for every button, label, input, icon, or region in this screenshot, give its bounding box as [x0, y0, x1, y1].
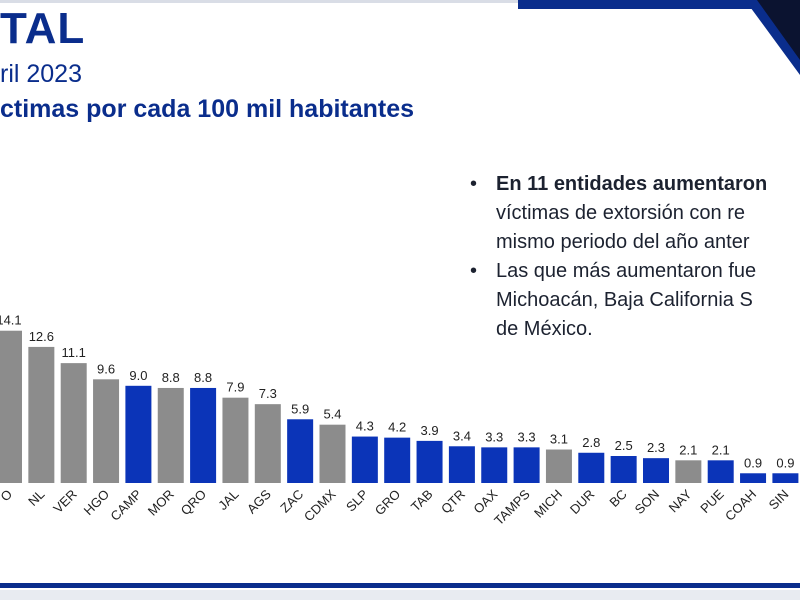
category-label: SON [632, 487, 663, 518]
value-label: 4.2 [388, 420, 406, 435]
category-label: NAY [666, 486, 695, 515]
value-label: 5.9 [291, 401, 309, 416]
bullet-icon: • [470, 173, 478, 195]
bar-nay [675, 460, 702, 483]
value-label: 5.4 [323, 407, 341, 422]
bar-zac [287, 419, 314, 483]
bar-jal [222, 397, 249, 483]
bar-coah [740, 473, 767, 483]
bar-gro [384, 437, 411, 483]
value-label: 9.0 [129, 368, 147, 383]
notes-list: • En 11 entidades aumentaron víctimas de… [470, 170, 800, 344]
chart-title: ctimas por cada 100 mil habitantes [0, 95, 415, 123]
value-label: 14.1 [0, 313, 22, 328]
value-label: 3.3 [518, 429, 536, 444]
category-label: CDMX [301, 486, 339, 524]
value-label: 0.9 [776, 455, 794, 470]
note-item: • En 11 entidades aumentaron víctimas de… [470, 170, 800, 257]
bar-slp [351, 436, 378, 483]
bar-nl [28, 346, 55, 483]
category-label: ZAC [277, 487, 306, 516]
bar-tamps [513, 447, 540, 483]
value-label: 8.8 [194, 370, 212, 385]
value-label: 2.8 [582, 435, 600, 450]
bar-son [643, 458, 669, 483]
bar-tab [416, 440, 443, 483]
bar-o [0, 330, 22, 483]
note-line: Michoacán, Baja California S [496, 289, 753, 311]
value-label: 4.3 [356, 419, 374, 434]
value-label: 2.1 [712, 442, 730, 457]
bar-hgo [93, 379, 120, 483]
value-label: 7.3 [259, 386, 277, 401]
bar-oax [481, 447, 508, 483]
category-label: NL [25, 487, 47, 509]
value-label: 12.6 [29, 329, 54, 344]
category-label: COAH [722, 487, 759, 524]
category-label: BC [606, 487, 629, 510]
bar-bc [610, 456, 637, 483]
category-label: JAL [215, 487, 241, 513]
note-line: víctimas de extorsión con re [496, 202, 745, 224]
corner-decoration [745, 0, 800, 75]
value-label: 9.6 [97, 361, 115, 376]
value-label: 3.9 [421, 423, 439, 438]
category-label: O [0, 487, 15, 505]
note-line: mismo periodo del año anter [496, 231, 750, 253]
value-label: 8.8 [162, 370, 180, 385]
value-label: 11.1 [62, 345, 86, 360]
category-label: TAMPS [491, 486, 533, 528]
bar-qro [190, 387, 217, 483]
category-label: SIN [766, 487, 792, 513]
category-label: CAMP [107, 487, 144, 524]
category-label: QRO [178, 487, 210, 519]
value-label: 0.9 [744, 455, 762, 470]
bullet-icon: • [470, 260, 478, 282]
value-label: 3.4 [453, 428, 471, 443]
value-label: 2.1 [679, 442, 697, 457]
note-bold-text: En 11 entidades aumentaron [496, 173, 768, 195]
value-label: 7.9 [226, 380, 244, 395]
period-subtitle: ril 2023 [0, 60, 82, 88]
bottom-accent-bar [0, 583, 800, 588]
bar-ver [60, 363, 87, 483]
value-label: 3.3 [485, 429, 503, 444]
bar-mor [157, 387, 184, 483]
category-label: MICH [531, 487, 565, 521]
page-title: TAL [0, 4, 86, 53]
bar-pue [707, 460, 734, 483]
category-label: TAB [408, 487, 436, 515]
bar-mich [545, 449, 572, 483]
bar-chart: 14.1O12.6NL11.1VER9.6HGO9.0CAMP8.8MOR8.8… [0, 313, 799, 528]
bottom-footer-strip [0, 590, 800, 600]
value-label: 3.1 [550, 432, 568, 447]
note-line: de México. [496, 318, 593, 340]
category-label: VER [50, 487, 80, 517]
category-label: AGS [244, 486, 274, 516]
category-label: SLP [343, 487, 371, 515]
value-label: 2.5 [615, 438, 633, 453]
value-label: 2.3 [647, 440, 665, 455]
bar-dur [578, 452, 605, 483]
bar-ags [254, 404, 281, 483]
bar-cdmx [319, 424, 346, 483]
top-divider [0, 0, 518, 3]
category-label: DUR [567, 487, 598, 518]
bar-camp [125, 385, 152, 483]
category-label: MOR [145, 487, 177, 519]
bar-qtr [448, 446, 475, 483]
bar-sin [772, 473, 799, 483]
category-label: QTR [438, 487, 468, 517]
category-label: GRO [372, 487, 404, 519]
note-item: • Las que más aumentaron fue Michoacán, … [470, 257, 800, 344]
note-line: Las que más aumentaron fue [496, 260, 757, 282]
top-accent-bar [518, 0, 800, 9]
